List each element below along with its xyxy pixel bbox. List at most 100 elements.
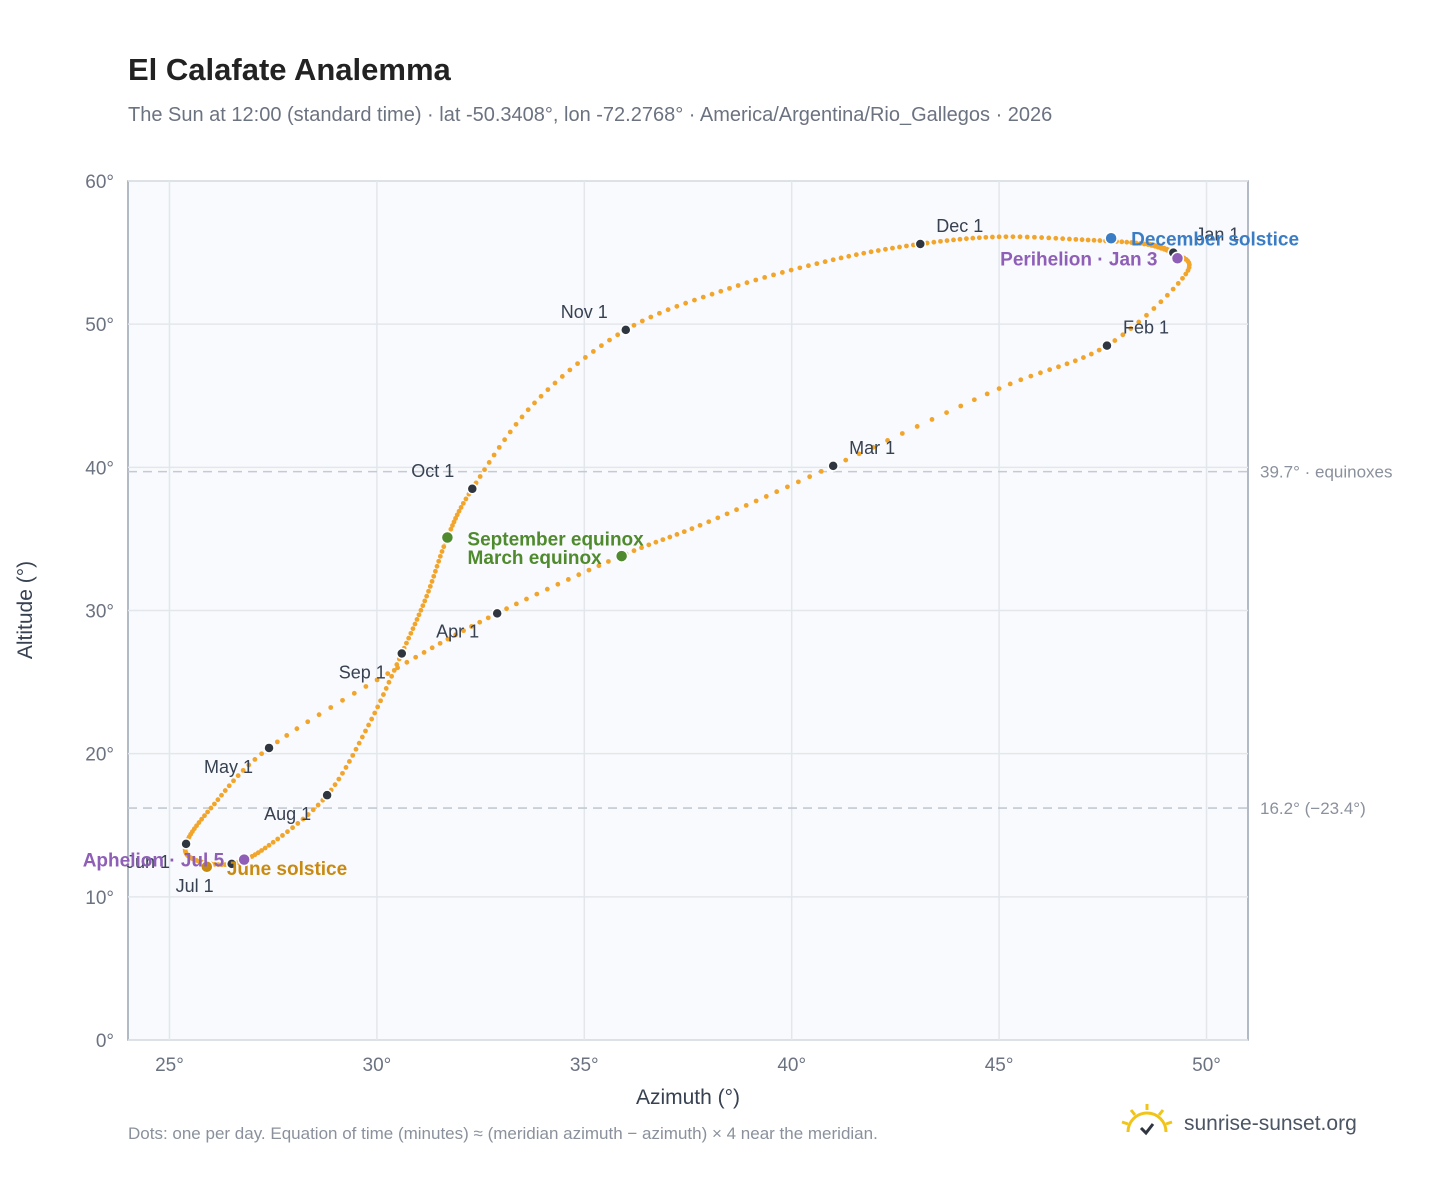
daily-sun-dot bbox=[525, 407, 531, 413]
daily-sun-dot bbox=[408, 630, 414, 636]
daily-sun-dot bbox=[806, 263, 811, 269]
month-marker-label: Dec 1 bbox=[936, 216, 983, 236]
daily-sun-dot bbox=[461, 628, 466, 634]
daily-sun-dot bbox=[259, 848, 265, 853]
daily-sun-dot bbox=[418, 607, 424, 613]
reference-line-label: 39.7° · equinoxes bbox=[1260, 463, 1393, 482]
daily-sun-dot bbox=[674, 532, 680, 537]
daily-sun-dot bbox=[830, 257, 836, 263]
daily-sun-dot bbox=[779, 270, 785, 275]
daily-sun-dot bbox=[404, 640, 409, 646]
daily-sun-dot bbox=[996, 386, 1002, 391]
event-marker-dot bbox=[1104, 231, 1118, 246]
daily-sun-dot bbox=[252, 757, 258, 762]
daily-sun-dot bbox=[1124, 239, 1130, 245]
daily-sun-dot bbox=[295, 821, 301, 826]
daily-sun-dot bbox=[356, 740, 362, 746]
daily-sun-dot bbox=[429, 578, 435, 584]
daily-sun-dot bbox=[212, 801, 217, 807]
daily-sun-dot bbox=[689, 526, 695, 532]
daily-sun-dot bbox=[1137, 241, 1143, 246]
daily-sun-dot bbox=[463, 496, 469, 502]
daily-sun-dot bbox=[454, 512, 460, 518]
month-markers: Jan 1 Feb 1 Mar 1 Apr 1 May 1 Jun 1 Jul 1 Aug 1… bbox=[126, 216, 1239, 896]
chart-title: El Calafate Analemma bbox=[128, 52, 451, 87]
y-tick-label: 20° bbox=[85, 745, 114, 766]
month-marker-dot bbox=[321, 789, 333, 801]
daily-sun-dot bbox=[657, 310, 662, 316]
daily-sun-dot bbox=[458, 505, 464, 510]
daily-sun-dot bbox=[1096, 347, 1102, 353]
daily-sun-dot bbox=[938, 238, 943, 244]
daily-sun-dot bbox=[1175, 281, 1181, 286]
daily-sun-dot bbox=[300, 816, 306, 822]
daily-sun-dot bbox=[351, 690, 357, 696]
month-marker-dot bbox=[466, 483, 479, 495]
daily-sun-dot bbox=[445, 636, 451, 642]
daily-sun-dot bbox=[667, 534, 673, 540]
daily-sun-dot bbox=[1183, 271, 1189, 277]
daily-sun-dot bbox=[788, 267, 794, 273]
month-marker-label: Jun 1 bbox=[126, 852, 170, 872]
daily-sun-dot bbox=[838, 255, 844, 261]
daily-sun-dot bbox=[240, 767, 246, 773]
daily-sun-dot bbox=[436, 558, 442, 564]
daily-sun-dot bbox=[1112, 338, 1118, 343]
daily-sun-dot bbox=[646, 542, 652, 548]
daily-sun-dot bbox=[524, 596, 529, 602]
daily-sun-dot bbox=[700, 294, 706, 300]
daily-sun-dot bbox=[1185, 268, 1191, 273]
daily-sun-dot bbox=[420, 603, 426, 609]
y-tick-label: 60° bbox=[85, 172, 114, 193]
month-marker-label: May 1 bbox=[204, 757, 253, 777]
daily-sun-dot bbox=[1046, 235, 1052, 241]
daily-sun-dot bbox=[743, 503, 749, 508]
daily-sun-dot bbox=[448, 526, 454, 532]
daily-sun-dot bbox=[724, 511, 730, 517]
daily-sun-dot bbox=[683, 300, 689, 306]
daily-sun-dot bbox=[735, 283, 741, 288]
daily-sun-dot bbox=[422, 598, 428, 604]
daily-sun-dot bbox=[1056, 364, 1061, 370]
daily-sun-dot bbox=[259, 751, 265, 757]
brand[interactable]: sunrise-sunset.org bbox=[1120, 1102, 1357, 1146]
grid bbox=[128, 180, 1248, 1041]
daily-sun-dot bbox=[596, 563, 602, 569]
daily-sun-dot bbox=[507, 429, 513, 435]
daily-sun-dot bbox=[456, 508, 462, 514]
daily-sun-dot bbox=[763, 494, 769, 499]
daily-sun-dot bbox=[944, 410, 949, 416]
daily-sun-dot bbox=[285, 829, 290, 835]
daily-sun-dot bbox=[753, 277, 759, 283]
daily-sun-dot bbox=[861, 250, 867, 256]
x-tick-label: 30° bbox=[363, 1055, 392, 1076]
reference-line-label: 16.2° (−23.4°) bbox=[1260, 799, 1366, 818]
daily-sun-dot bbox=[482, 467, 487, 473]
daily-sun-dot bbox=[875, 248, 881, 253]
daily-sun-dot bbox=[290, 825, 296, 831]
daily-sun-dot bbox=[410, 626, 416, 632]
daily-sun-dot bbox=[1003, 234, 1009, 240]
daily-sun-dot bbox=[404, 659, 410, 665]
daily-sun-dot bbox=[971, 397, 977, 403]
daily-sun-dot bbox=[552, 380, 558, 386]
daily-sun-dot bbox=[607, 337, 612, 343]
daily-sun-dot bbox=[576, 572, 582, 578]
daily-sun-dot bbox=[970, 235, 976, 241]
y-tick-label: 30° bbox=[85, 602, 114, 623]
daily-sun-dot bbox=[1146, 241, 1152, 247]
daily-sun-dot bbox=[350, 752, 356, 758]
daily-sun-dot bbox=[665, 307, 671, 313]
daily-sun-dot bbox=[246, 762, 252, 768]
daily-sun-dot bbox=[795, 479, 801, 485]
daily-sun-dot bbox=[1064, 361, 1070, 367]
daily-sun-dot bbox=[1097, 238, 1103, 243]
daily-sun-dot bbox=[310, 807, 316, 813]
x-tick-label: 45° bbox=[985, 1055, 1014, 1076]
daily-sun-dot bbox=[305, 719, 311, 725]
month-marker-label: Jul 1 bbox=[176, 876, 214, 896]
daily-sun-dot bbox=[513, 601, 519, 607]
daily-sun-dot bbox=[353, 746, 359, 752]
daily-sun-dot bbox=[429, 645, 435, 651]
daily-sun-dot bbox=[469, 624, 474, 629]
